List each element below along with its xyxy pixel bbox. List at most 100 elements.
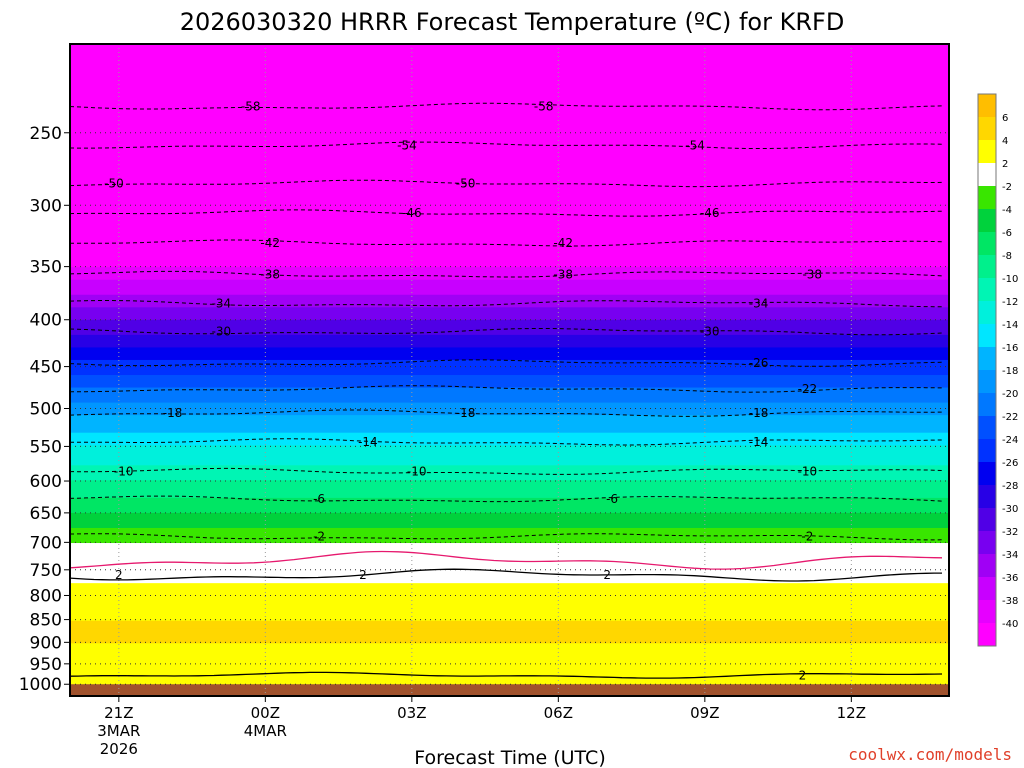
isotherm-label: -10 <box>114 465 134 479</box>
temp-band <box>70 159 949 163</box>
temp-band <box>70 620 949 624</box>
temp-band <box>70 54 949 58</box>
y-tick-label: 800 <box>30 586 62 606</box>
temp-band <box>70 675 949 680</box>
temp-band <box>70 598 949 602</box>
isotherm-line <box>70 438 943 446</box>
temp-band <box>70 272 949 276</box>
temp-band <box>70 66 949 70</box>
temp-band <box>70 312 949 316</box>
temp-band <box>70 191 949 196</box>
isotherm-line <box>70 533 943 541</box>
temp-band <box>70 548 949 552</box>
y-tick-label: 250 <box>30 124 62 144</box>
temp-band <box>70 279 949 283</box>
temp-band <box>70 199 949 203</box>
temp-band <box>70 445 949 449</box>
colorbar-swatch <box>978 508 996 532</box>
temperature-field <box>70 44 949 696</box>
temp-band <box>70 327 949 331</box>
temp-band <box>70 533 949 537</box>
temp-band <box>70 274 949 278</box>
isotherm-line <box>70 209 943 217</box>
isotherm-label: -34 <box>212 296 232 310</box>
temp-band <box>70 673 949 677</box>
temp-band <box>70 136 949 140</box>
colorbar-swatch <box>978 232 996 256</box>
temp-band <box>70 457 949 461</box>
colorbar-label: -20 <box>1002 389 1018 400</box>
isotherm-line <box>70 467 943 475</box>
temp-band <box>70 322 949 326</box>
x-tick-label: 3MAR <box>97 722 140 740</box>
temp-band <box>70 111 949 115</box>
isotherm-line <box>70 141 943 149</box>
temp-band <box>70 545 949 549</box>
isotherm-label: -42 <box>553 236 573 250</box>
x-tick-label: 00Z <box>251 704 280 722</box>
temp-band <box>70 249 949 253</box>
y-tick-label: 700 <box>30 533 62 553</box>
temp-band <box>70 89 949 93</box>
temp-band <box>70 329 949 333</box>
temp-band <box>70 176 949 181</box>
y-tick-label: 350 <box>30 258 62 278</box>
colorbar-swatch <box>978 347 996 371</box>
temp-band <box>70 129 949 133</box>
colorbar-label: 2 <box>1002 159 1008 170</box>
temp-band <box>70 595 949 599</box>
temp-band <box>70 189 949 193</box>
temp-band <box>70 86 949 90</box>
isotherm-label: -50 <box>104 176 124 190</box>
colorbar-swatch <box>978 255 996 279</box>
temp-band <box>70 570 949 574</box>
credit-text[interactable]: coolwx.com/models <box>848 745 1012 764</box>
temp-band <box>70 382 949 386</box>
isotherm-label: -2 <box>313 530 325 544</box>
isotherms: -58 -58 -54 -54 -50 -50 -46 -46 -42 -42 -38 -38 -38 -… <box>70 99 943 682</box>
temp-band <box>70 525 949 529</box>
colorbar-label: -22 <box>1002 412 1018 423</box>
isotherm-label: -18 <box>456 406 476 420</box>
isotherm-label: 2 <box>799 668 807 682</box>
isotherm-label: -18 <box>749 406 769 420</box>
colorbar-label: -26 <box>1002 458 1018 469</box>
temp-band <box>70 69 949 73</box>
colorbar-label: -18 <box>1002 366 1018 377</box>
temp-band <box>70 367 949 371</box>
temp-band <box>70 169 949 173</box>
temp-band <box>70 487 949 491</box>
colorbar-frame <box>977 93 997 647</box>
temp-band <box>70 299 949 303</box>
temp-band <box>70 319 949 323</box>
colorbar: 6 4 2 -2 -4 -6 -8 -10 -12 -14 -16 -18 -20 -22 -24 -26 -2… <box>977 93 1018 647</box>
temp-band <box>70 608 949 612</box>
temp-band <box>70 370 949 374</box>
temp-band <box>70 262 949 266</box>
colorbar-label: -30 <box>1002 504 1018 515</box>
temp-band <box>70 179 949 183</box>
y-tick-label: 600 <box>30 472 62 492</box>
x-tick-label: 2026 <box>100 740 138 758</box>
y-tick-label: 1000 <box>19 675 62 695</box>
isotherm-label: -54 <box>685 138 705 152</box>
temp-band <box>70 106 949 110</box>
temp-band <box>70 269 949 273</box>
isotherm-label: -38 <box>802 267 822 281</box>
isotherm-label: -58 <box>534 99 554 113</box>
isotherm-label: -10 <box>407 465 427 479</box>
temp-band <box>70 550 949 554</box>
temp-band <box>70 267 949 271</box>
temp-band <box>70 512 949 517</box>
colorbar-swatch <box>978 416 996 440</box>
isotherm-line <box>70 239 943 247</box>
temp-band <box>70 242 949 246</box>
temp-band <box>70 462 949 466</box>
isotherm-label: -30 <box>700 324 720 338</box>
colorbar-label: -14 <box>1002 320 1018 331</box>
temp-band <box>70 553 949 557</box>
temp-band <box>70 482 949 486</box>
temp-band <box>70 114 949 118</box>
temp-band <box>70 527 949 532</box>
temp-band <box>70 640 949 644</box>
